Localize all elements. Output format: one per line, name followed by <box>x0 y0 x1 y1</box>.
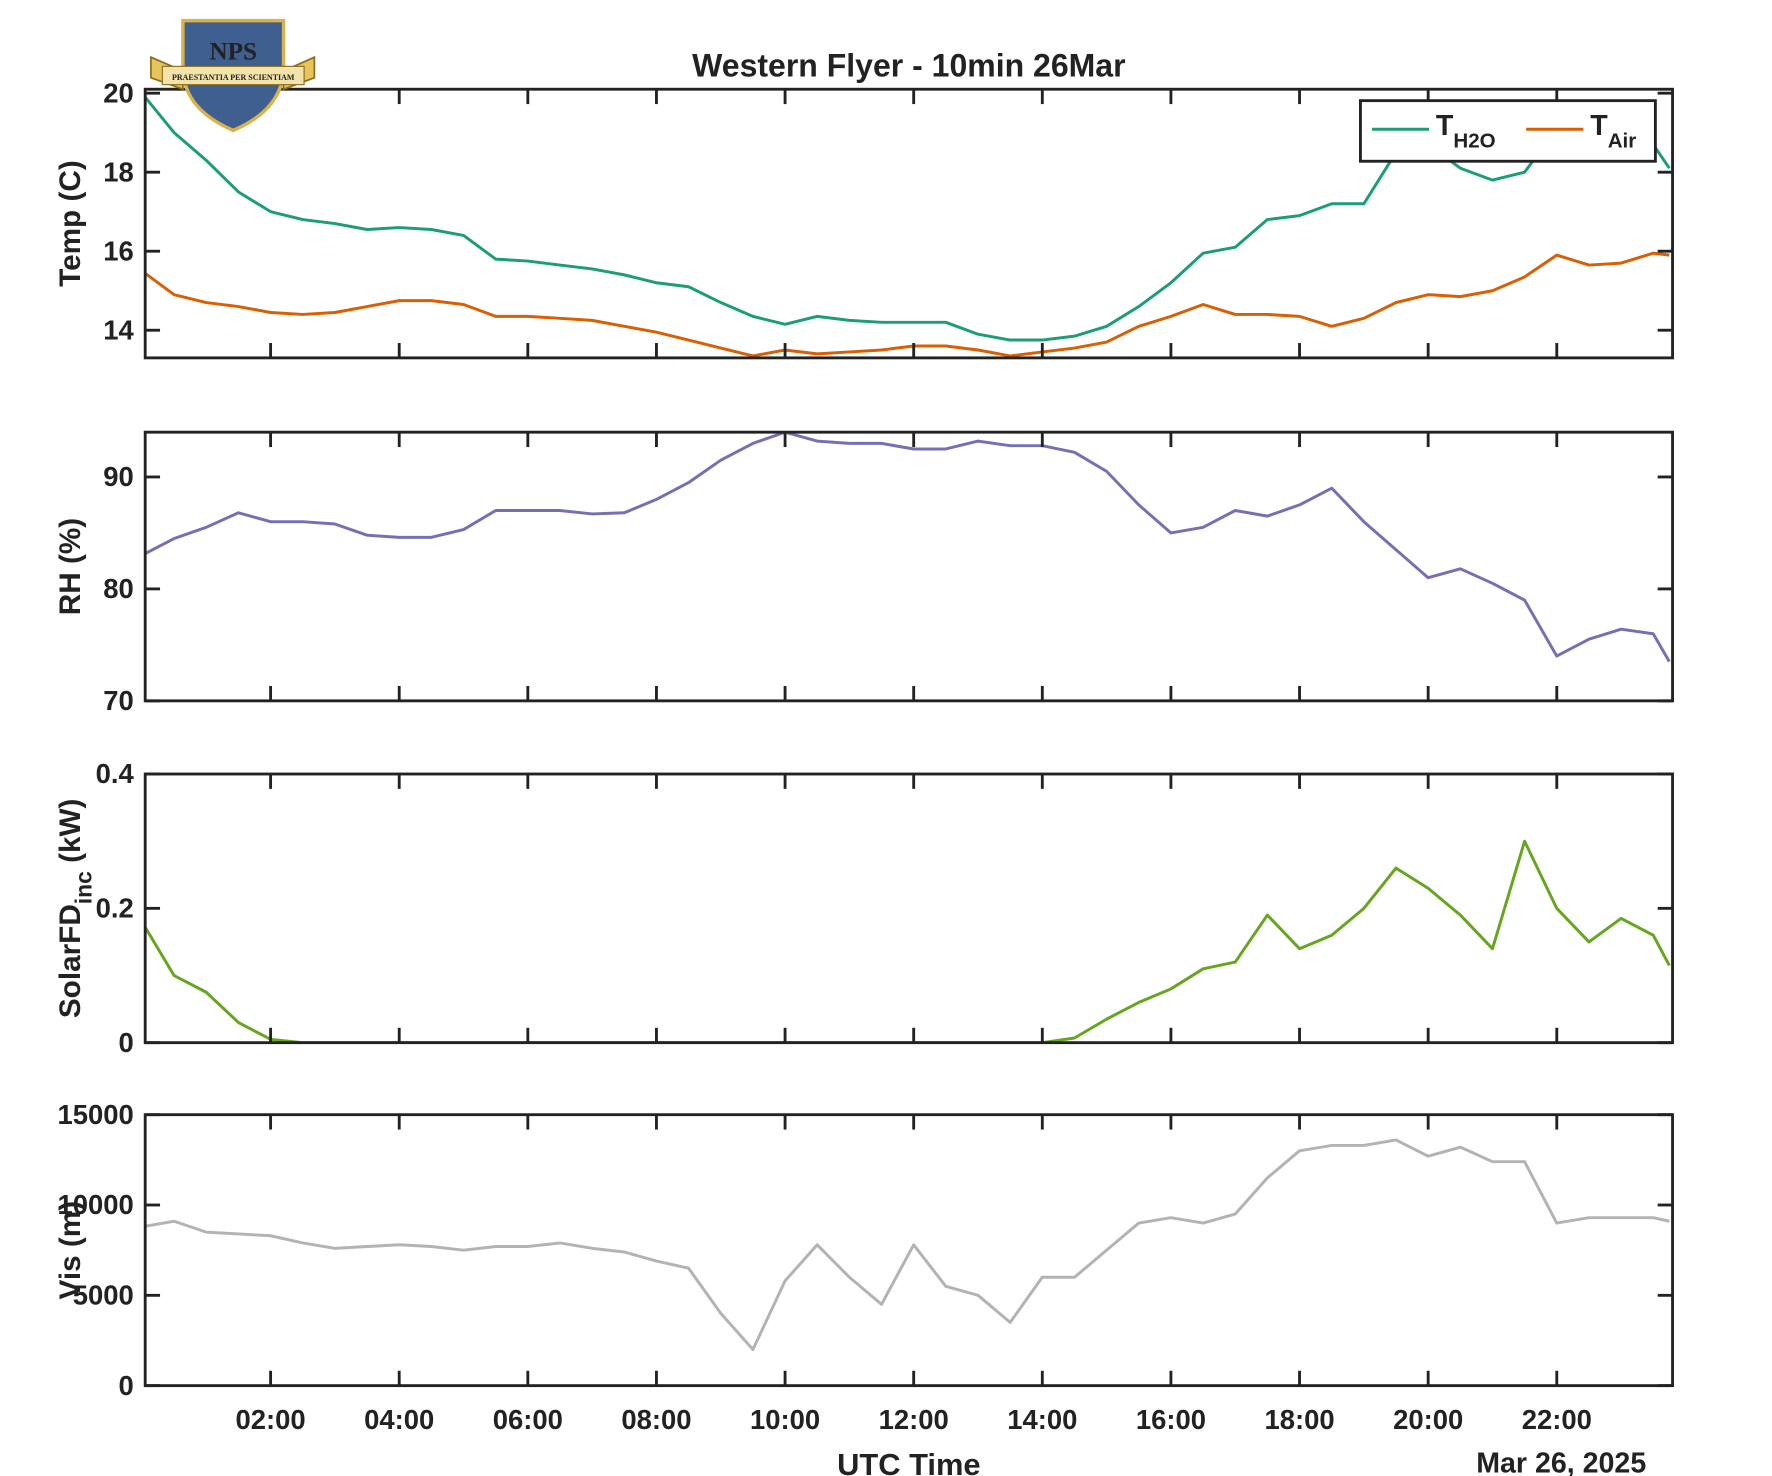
axes-frame <box>143 1113 1674 1388</box>
y-axis-label-text: RH (%) <box>54 518 87 615</box>
y-axis-label-sub: inc <box>70 871 96 904</box>
legend-label: TAir <box>1590 110 1636 153</box>
y-tick-label: 90 <box>103 461 134 492</box>
y-axis-label: Vis (m) <box>54 1201 87 1300</box>
data-line <box>145 251 1670 358</box>
x-tick-label: 18:00 <box>1264 1404 1334 1435</box>
y-tick-label: 18 <box>103 156 134 187</box>
axes-frame <box>143 772 1674 1045</box>
axes-frame <box>143 87 1674 360</box>
chart-title: Western Flyer - 10min 26Mar <box>692 48 1125 84</box>
legend-sub: H2O <box>1453 130 1495 153</box>
x-tick-label: 22:00 <box>1522 1404 1592 1435</box>
x-tick-label: 14:00 <box>1007 1404 1077 1435</box>
x-tick-label: 12:00 <box>879 1404 949 1435</box>
logo: NPS PRAESTANTIA PER SCIENTIAM <box>150 18 316 133</box>
x-tick-label: 08:00 <box>621 1404 691 1435</box>
date-label: Mar 26, 2025 <box>1476 1448 1646 1476</box>
y-tick-label: 80 <box>103 573 134 604</box>
logo-scroll <box>161 65 305 86</box>
y-tick-label: 5000 <box>73 1279 134 1310</box>
y-axis-label: SolarFDinc (kW) <box>54 799 96 1019</box>
x-tick-label: 04:00 <box>364 1404 434 1435</box>
data-line <box>145 1138 1670 1351</box>
legend-name: T <box>1590 110 1608 142</box>
x-tick-label: 10:00 <box>750 1404 820 1435</box>
x-tick-label: 20:00 <box>1393 1404 1463 1435</box>
y-tick-label: 0.2 <box>96 892 134 923</box>
x-tick-label: 02:00 <box>236 1404 306 1435</box>
y-axis-label-unit: (kW) <box>54 799 87 872</box>
x-tick-label: 16:00 <box>1136 1404 1206 1435</box>
axes-frame <box>143 430 1674 703</box>
y-tick-label: 0 <box>118 1027 133 1058</box>
logo-title: NPS <box>209 38 257 65</box>
y-tick-label: 0.4 <box>96 758 135 789</box>
y-tick-label: 15000 <box>57 1099 133 1130</box>
y-tick-label: 70 <box>103 685 134 716</box>
x-axis-label: UTC Time <box>837 1447 980 1476</box>
legend-sub: Air <box>1608 130 1637 153</box>
y-tick-label: 20 <box>103 77 134 108</box>
logo-motto: PRAESTANTIA PER SCIENTIAM <box>172 73 295 82</box>
y-tick-label: 16 <box>103 235 134 266</box>
legend-box <box>1359 99 1657 163</box>
y-axis-label-text: Vis (m) <box>54 1201 87 1300</box>
x-tick-label: 06:00 <box>493 1404 563 1435</box>
y-axis-label-text: SolarFD <box>54 904 87 1018</box>
y-axis-label-text: Temp (C) <box>54 160 87 287</box>
y-axis-label: RH (%) <box>54 518 87 615</box>
legend-name: T <box>1436 110 1454 142</box>
legend-label: TH2O <box>1436 110 1496 153</box>
data-line <box>145 839 1671 1043</box>
y-tick-label: 14 <box>103 314 134 345</box>
y-tick-label: 10000 <box>57 1189 133 1220</box>
y-axis-label: Temp (C) <box>54 160 87 287</box>
y-tick-label: 0 <box>118 1370 133 1401</box>
data-line <box>145 432 1671 663</box>
